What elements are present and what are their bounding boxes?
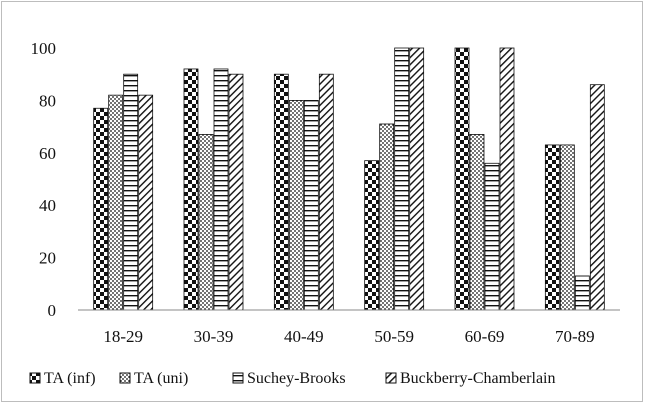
bar: [228, 73, 244, 311]
legend-swatch: [119, 372, 131, 384]
legend: TA (inf) TA (uni) Suchey-Brooks Buckberry-C…: [29, 370, 556, 387]
legend-label: TA (inf): [44, 370, 96, 387]
y-tick-label: 20: [39, 249, 56, 268]
y-tick-label: 60: [39, 144, 56, 163]
bar: [138, 94, 154, 311]
legend-swatch: [385, 372, 397, 384]
bar: [213, 68, 229, 311]
bar: [108, 94, 124, 311]
bar: [469, 134, 485, 311]
bar: [409, 47, 425, 311]
x-tick-label: 18-29: [103, 327, 143, 346]
legend-swatch: [232, 372, 244, 384]
bar: [288, 100, 304, 311]
x-tick-label: 50-59: [374, 327, 414, 346]
bar: [499, 47, 515, 311]
bar: [318, 73, 334, 311]
y-tick-label: 0: [48, 301, 57, 320]
bar: [454, 47, 470, 311]
bar-series-group: [93, 47, 605, 311]
bar: [574, 275, 590, 311]
bar: [379, 123, 395, 311]
legend-label: Suchey-Brooks: [247, 370, 346, 387]
bar: [484, 162, 500, 311]
legend-label: Buckberry-Chamberlain: [400, 370, 556, 387]
x-axis-tick-labels: 18-29 30-39 40-49 50-59 60-69 70-89: [103, 327, 594, 346]
y-tick-label: 40: [39, 196, 56, 215]
y-tick-label: 100: [31, 39, 57, 58]
legend-swatch: [29, 372, 41, 384]
bar: [93, 107, 109, 311]
legend-label: TA (uni): [134, 370, 188, 387]
bar: [123, 73, 139, 311]
y-axis-tick-labels: 0 20 40 60 80 100: [31, 39, 57, 320]
bar: [183, 68, 199, 311]
bar: [559, 144, 575, 311]
x-tick-label: 60-69: [465, 327, 505, 346]
bar: [303, 100, 319, 311]
bar: [544, 144, 560, 311]
x-tick-label: 30-39: [194, 327, 234, 346]
x-tick-label: 70-89: [555, 327, 595, 346]
x-tick-label: 40-49: [284, 327, 324, 346]
bar: [364, 160, 380, 311]
bar: [394, 47, 410, 311]
bar: [589, 84, 605, 311]
y-tick-label: 80: [39, 91, 56, 110]
bar: [273, 73, 289, 311]
bar: [198, 134, 214, 311]
